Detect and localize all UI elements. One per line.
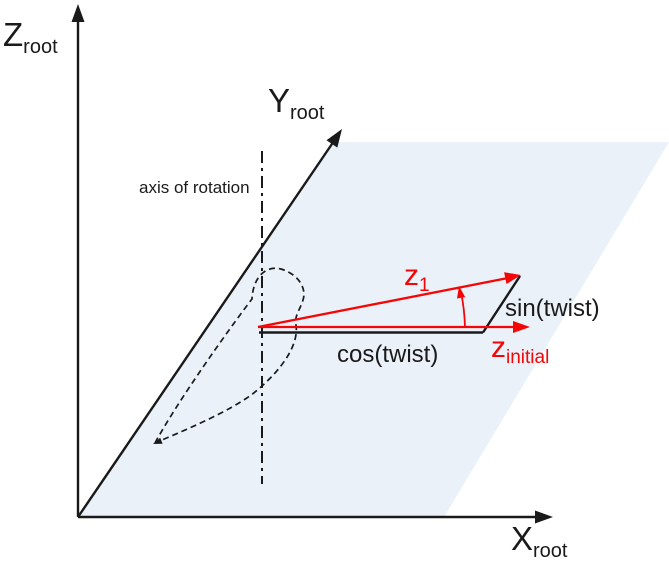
twist-arc-arrow-icon — [457, 286, 466, 299]
sin-twist-line — [481, 275, 522, 334]
z-initial-arrow-icon — [513, 321, 530, 333]
x-root-label: Xroot — [511, 520, 568, 562]
z-axis-arrow-icon — [71, 4, 85, 22]
x-axis-arrow-icon — [535, 510, 553, 524]
x-root-axis — [78, 510, 553, 524]
twist-angle-arc — [457, 286, 466, 328]
y-root-label: Yroot — [268, 82, 325, 124]
z-initial-label: zinitial — [491, 331, 549, 368]
airfoil-tail-arrow-icon — [153, 437, 163, 444]
rotation-plane — [78, 142, 669, 517]
z1-label: z1 — [404, 259, 430, 296]
airfoil-outline — [154, 267, 305, 444]
z1-vector — [257, 272, 521, 329]
z1-arrow-icon — [504, 272, 521, 284]
z-root-axis — [71, 4, 85, 517]
z-root-label: Zroot — [3, 16, 58, 58]
axis-of-rotation-label: axis of rotation — [139, 178, 250, 197]
sin-twist-label: sin(twist) — [505, 295, 600, 322]
cos-twist-label: cos(twist) — [337, 341, 438, 368]
z-initial-vector — [258, 321, 530, 333]
y-axis-arrow-icon — [326, 129, 342, 148]
y-root-axis — [77, 129, 342, 518]
